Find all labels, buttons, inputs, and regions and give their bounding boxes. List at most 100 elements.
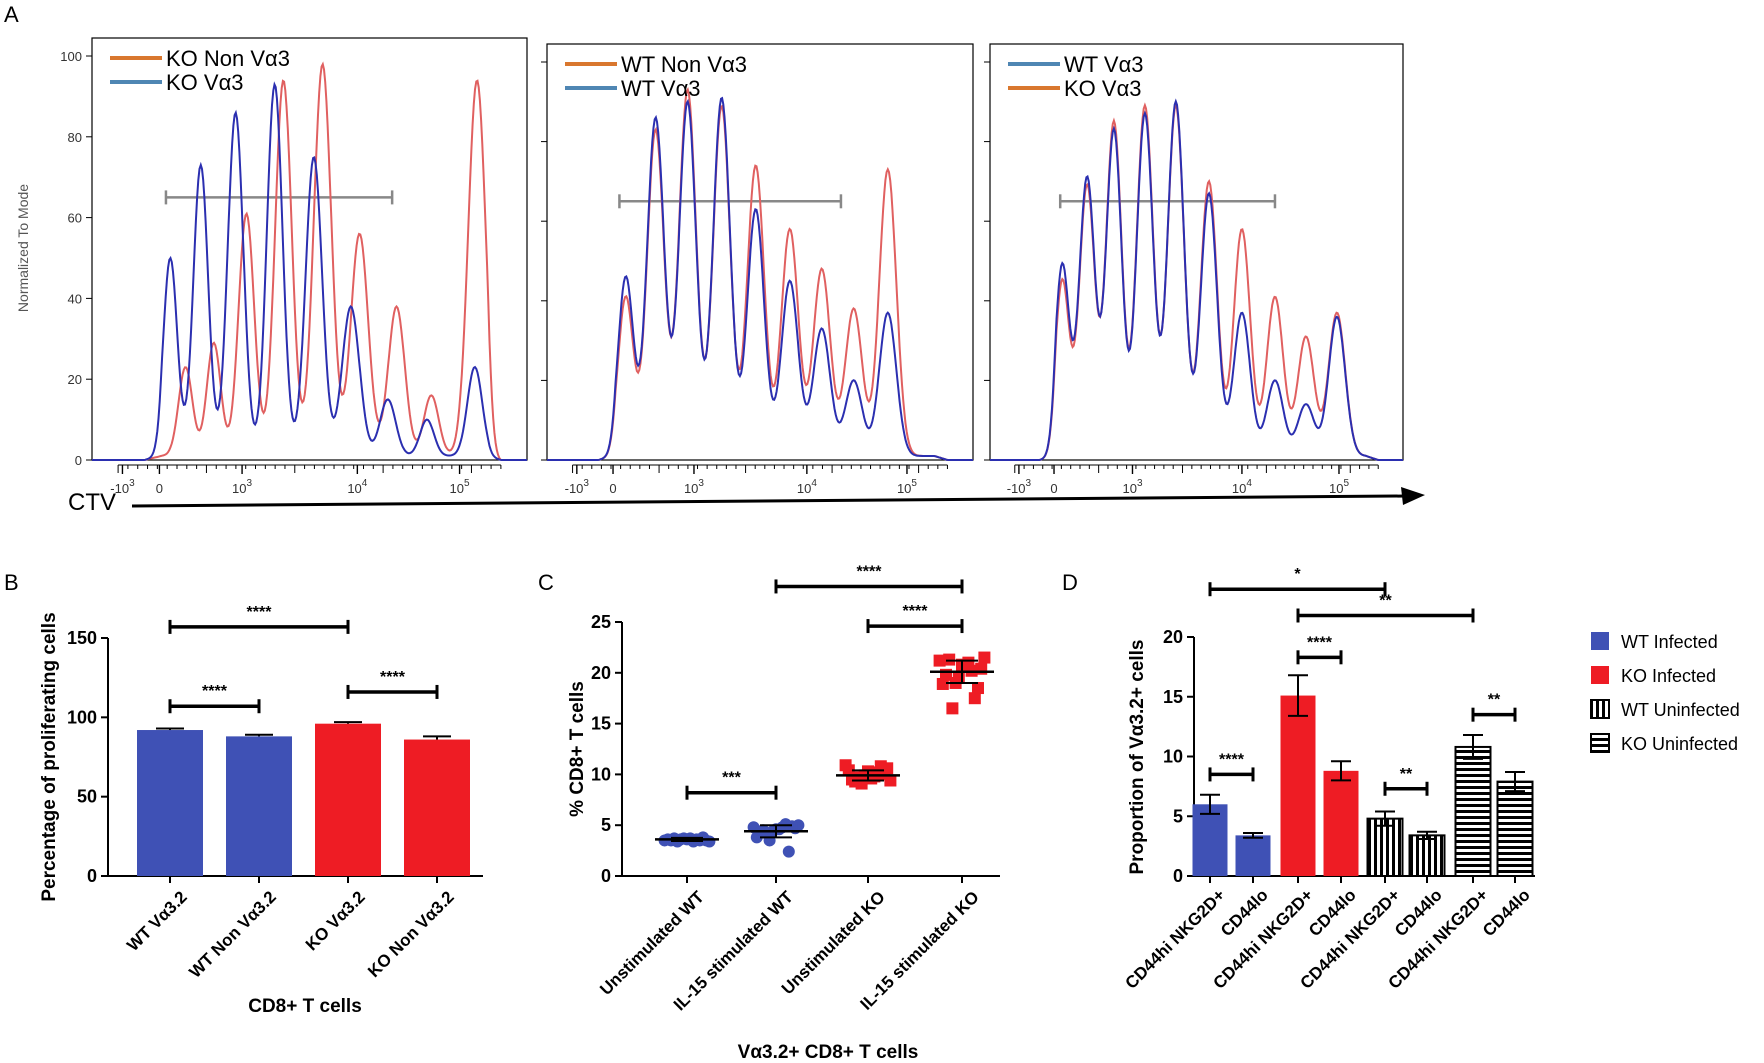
y-tick-label-60: 60 bbox=[68, 211, 82, 226]
bar-wt-v-3-2 bbox=[137, 730, 203, 876]
histogram-line-wt-non-v-3 bbox=[547, 87, 973, 461]
c-point-il-15-stimulated-ko bbox=[978, 651, 991, 664]
x-tick-label-103: 103 bbox=[1122, 478, 1142, 496]
b-y-tick-label-50: 50 bbox=[77, 787, 97, 807]
x-label-ko-v-3-2: KO Vα3.2 bbox=[302, 887, 369, 954]
legend-label-ko-v-3: KO Vα3 bbox=[166, 70, 244, 95]
x-tick-label-0: 0 bbox=[609, 481, 616, 496]
b-significance-0-label: **** bbox=[247, 604, 273, 621]
legend-label-ko-v-3: KO Vα3 bbox=[1064, 76, 1142, 101]
d-y-tick-label-10: 10 bbox=[1163, 747, 1183, 767]
ctv-axis-label: CTV bbox=[68, 489, 116, 516]
b-significance-1-label: **** bbox=[202, 683, 228, 700]
d-significance-0-label: * bbox=[1294, 566, 1301, 583]
plot-frame-a1 bbox=[91, 37, 528, 461]
x-label-wt-v-3-2: WT Vα3.2 bbox=[123, 887, 191, 955]
d-significance-4-label: ** bbox=[1400, 766, 1413, 783]
x-label-ko-non-v-3-2: KO Non Vα3.2 bbox=[364, 887, 458, 981]
histogram-line-ko-v-3 bbox=[92, 81, 527, 461]
legend-label-wt-uninfected: WT Uninfected bbox=[1621, 700, 1740, 720]
legend-label-ko-uninfected: KO Uninfected bbox=[1621, 734, 1738, 754]
b-significance-2-label: **** bbox=[380, 669, 406, 686]
c-point-il-15-stimulated-ko bbox=[972, 682, 984, 695]
c-x-axis-title: Vα3.2+ CD8+ T cells bbox=[738, 1042, 919, 1063]
x-tick-label-103: -103 bbox=[565, 478, 590, 496]
d-y-tick-label-0: 0 bbox=[1173, 866, 1183, 886]
c-significance-0-label: **** bbox=[857, 563, 883, 580]
plot-frame-a3 bbox=[989, 43, 1404, 461]
bar-wt-non-v-3-2 bbox=[226, 736, 292, 876]
bar-ko-non-v-3-2 bbox=[404, 739, 470, 876]
c-y-tick-label-5: 5 bbox=[601, 815, 611, 835]
d-significance-5-label: ** bbox=[1488, 692, 1501, 709]
legend-label-wt-v-3: WT Vα3 bbox=[621, 76, 701, 101]
c-significance-1-label: *** bbox=[722, 770, 741, 787]
x-label-ko_uninf-cd44lo: CD44lo bbox=[1479, 885, 1534, 940]
y-tick-label-100: 100 bbox=[60, 49, 82, 64]
y-tick-label-80: 80 bbox=[68, 130, 82, 145]
x-tick-label-103: 103 bbox=[232, 478, 252, 496]
x-label-wt-non-v-3-2: WT Non Vα3.2 bbox=[186, 887, 280, 981]
bar-ko_inf-cd44lo bbox=[1323, 770, 1359, 876]
x-tick-label-104: 104 bbox=[797, 478, 817, 496]
bar-ko_uninf-cd44lo bbox=[1496, 780, 1534, 877]
x-label-unstimulated-ko: Unstimulated KO bbox=[778, 887, 889, 998]
c-point-il-15-stimulated-ko bbox=[946, 702, 959, 715]
bar-wt_uninf-cd44lo bbox=[1408, 834, 1446, 877]
d-significance-3-label: **** bbox=[1219, 751, 1245, 768]
bar-chart-proliferating-cells: 0 50 100 150 WT Vα3.2WT Non Vα3.2 KO Vα3.2KO … bbox=[39, 604, 483, 1017]
panel-label-d: D bbox=[1062, 570, 1078, 595]
x-tick-label-105: 105 bbox=[450, 478, 470, 496]
legend-swatch-wt-uninfected bbox=[1590, 699, 1610, 719]
bar-wt_inf-cd44hi-nkg2d bbox=[1192, 804, 1228, 876]
c-y-tick-label-20: 20 bbox=[591, 663, 611, 683]
x-tick-label-104: 104 bbox=[1232, 478, 1252, 496]
legend-swatch-wt-infected bbox=[1591, 632, 1609, 650]
d-y-tick-label-5: 5 bbox=[1173, 806, 1183, 826]
c-significance-2-label: **** bbox=[903, 603, 929, 620]
b-y-tick-label-100: 100 bbox=[67, 707, 97, 727]
histogram-line-wt-v-3 bbox=[547, 96, 973, 461]
d-y-tick-label-20: 20 bbox=[1163, 627, 1183, 647]
d-significance-1-label: ** bbox=[1379, 592, 1392, 609]
d-significance-2-label: **** bbox=[1307, 634, 1333, 651]
bar-ko_uninf-cd44hi-nkg2d bbox=[1454, 745, 1492, 877]
x-tick-label-103: -103 bbox=[110, 478, 135, 496]
y-axis-label-normalized-to-mode: Normalized To Mode bbox=[15, 184, 31, 312]
legend-label-ko-infected: KO Infected bbox=[1621, 666, 1716, 686]
c-point-il-15-stimulated-ko bbox=[943, 653, 956, 666]
x-tick-label-103: 103 bbox=[684, 478, 704, 496]
c-y-tick-label-25: 25 bbox=[591, 612, 611, 632]
bar-wt_inf-cd44lo bbox=[1235, 835, 1271, 876]
legend-label-ko-non-v-3: KO Non Vα3 bbox=[166, 46, 290, 71]
y-tick-label-0: 0 bbox=[75, 453, 82, 468]
bar-wt_uninf-cd44hi-nkg2d bbox=[1366, 817, 1404, 878]
c-point-il-15-stimulated-ko bbox=[968, 692, 981, 705]
c-y-tick-label-0: 0 bbox=[601, 866, 611, 886]
bar-ko_inf-cd44hi-nkg2d bbox=[1280, 695, 1316, 876]
c-y-tick-label-15: 15 bbox=[591, 714, 611, 734]
legend-swatch-ko-uninfected bbox=[1590, 733, 1610, 753]
c-y-axis-title: % CD8+ T cells bbox=[567, 681, 588, 817]
x-tick-label-0: 0 bbox=[156, 481, 163, 496]
legend-label-wt-non-v-3: WT Non Vα3 bbox=[621, 52, 747, 77]
ctv-axis-arrow: CTV bbox=[68, 487, 1425, 516]
legend-label-wt-v-3: WT Vα3 bbox=[1064, 52, 1144, 77]
y-tick-label-20: 20 bbox=[68, 372, 82, 387]
d-y-axis-title: Proportion of Vα3.2+ cells bbox=[1127, 640, 1148, 875]
c-point-il-15-stimulated-wt bbox=[750, 831, 763, 844]
panel-label-c: C bbox=[538, 570, 554, 595]
bar-ko-v-3-2 bbox=[315, 723, 381, 876]
c-point-il-15-stimulated-ko bbox=[933, 654, 946, 667]
b-x-axis-title: CD8+ T cells bbox=[248, 996, 362, 1017]
c-point-il-15-stimulated-wt bbox=[782, 845, 795, 858]
x-tick-label-105: 105 bbox=[1329, 478, 1349, 496]
legend-label-wt-infected: WT Infected bbox=[1621, 632, 1718, 652]
d-y-tick-label-15: 15 bbox=[1163, 687, 1183, 707]
legend-swatch-ko-infected bbox=[1591, 666, 1609, 684]
